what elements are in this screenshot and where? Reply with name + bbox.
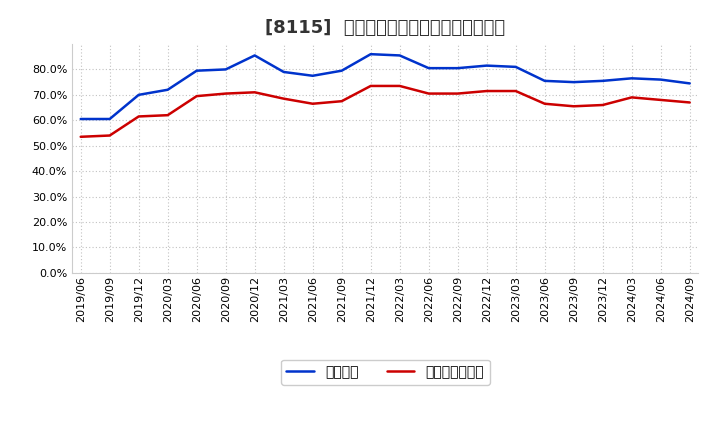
固定比率 xyxy=(482,63,491,68)
固定長期適合率 xyxy=(454,91,462,96)
固定長期適合率 xyxy=(135,114,143,119)
固定長期適合率 xyxy=(192,93,201,99)
固定長期適合率 xyxy=(511,88,520,94)
固定比率 xyxy=(395,53,404,58)
固定比率 xyxy=(221,67,230,72)
固定長期適合率 xyxy=(627,95,636,100)
固定比率 xyxy=(279,70,288,75)
固定比率 xyxy=(657,77,665,82)
固定比率 xyxy=(135,92,143,98)
固定長期適合率 xyxy=(366,83,375,88)
固定長期適合率 xyxy=(685,100,694,105)
固定長期適合率 xyxy=(105,133,114,138)
固定比率 xyxy=(685,81,694,86)
固定長期適合率 xyxy=(338,99,346,104)
固定比率 xyxy=(76,116,85,121)
固定比率 xyxy=(163,87,172,92)
Title: [8115]  固定比率、固定長期適合率の推移: [8115] 固定比率、固定長期適合率の推移 xyxy=(265,19,505,37)
固定比率 xyxy=(570,80,578,85)
固定比率 xyxy=(105,116,114,121)
固定比率 xyxy=(366,51,375,57)
固定長期適合率 xyxy=(657,97,665,103)
Line: 固定長期適合率: 固定長期適合率 xyxy=(81,86,690,137)
固定比率 xyxy=(424,66,433,71)
固定長期適合率 xyxy=(598,103,607,108)
固定比率 xyxy=(454,66,462,71)
固定長期適合率 xyxy=(308,101,317,106)
固定長期適合率 xyxy=(424,91,433,96)
固定比率 xyxy=(541,78,549,84)
Legend: 固定比率, 固定長期適合率: 固定比率, 固定長期適合率 xyxy=(281,360,490,385)
固定長期適合率 xyxy=(570,104,578,109)
固定比率 xyxy=(308,73,317,78)
固定比率 xyxy=(338,68,346,73)
固定長期適合率 xyxy=(395,83,404,88)
固定長期適合率 xyxy=(163,113,172,118)
固定比率 xyxy=(192,68,201,73)
固定比率 xyxy=(511,64,520,70)
固定比率 xyxy=(251,53,259,58)
固定長期適合率 xyxy=(482,88,491,94)
固定比率 xyxy=(598,78,607,84)
Line: 固定比率: 固定比率 xyxy=(81,54,690,119)
固定長期適合率 xyxy=(76,134,85,139)
固定長期適合率 xyxy=(251,90,259,95)
固定長期適合率 xyxy=(541,101,549,106)
固定比率 xyxy=(627,76,636,81)
固定長期適合率 xyxy=(221,91,230,96)
固定長期適合率 xyxy=(279,96,288,101)
